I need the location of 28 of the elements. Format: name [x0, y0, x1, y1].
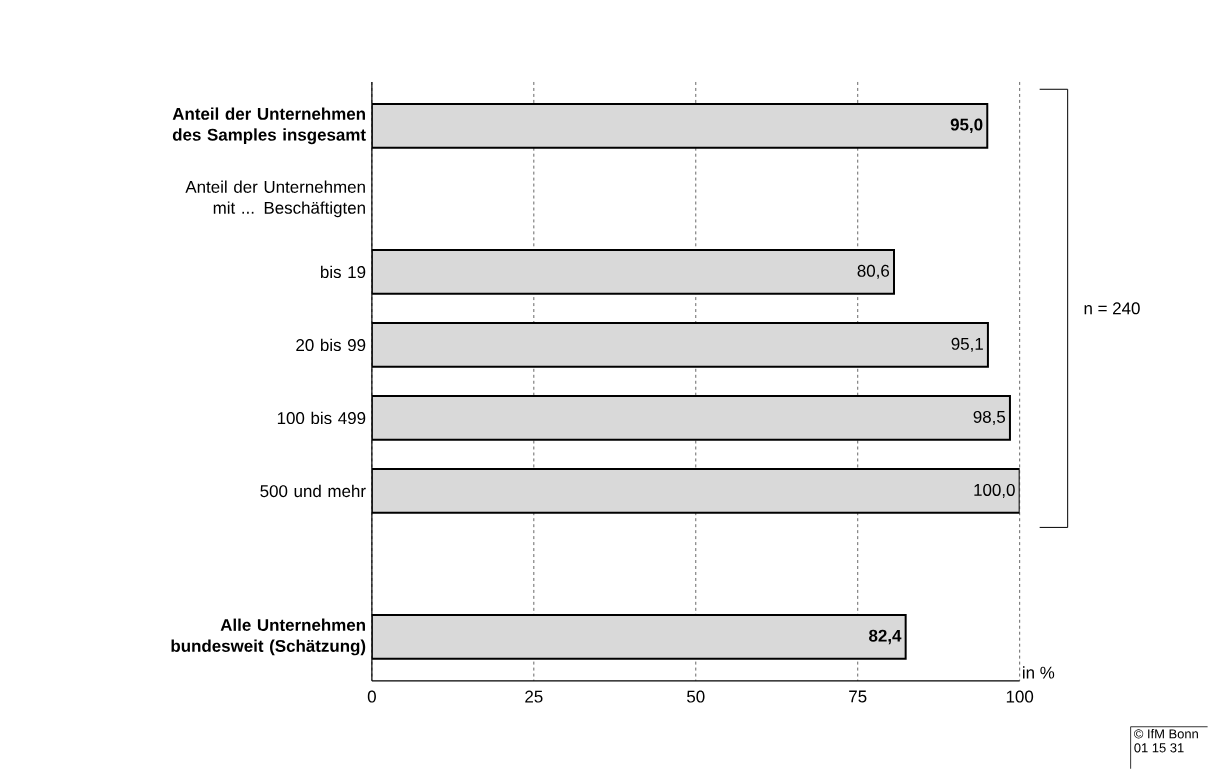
bar — [371, 467, 1020, 514]
x-axis-title: in % — [1023, 666, 1055, 679]
y-tick-label: 100 bis 499 — [277, 411, 366, 425]
data-label: 100,0 — [974, 483, 1015, 498]
text: 01 15 31 — [1134, 743, 1184, 753]
text: n = 240 — [1084, 302, 1140, 315]
x-tick-label: 75 — [849, 690, 867, 703]
data-label: 82,4 — [869, 629, 902, 645]
y-tick-label: Anteil der Unternehmen des Samples insgesamt — [172, 107, 366, 145]
x-tick-label: 100 — [1006, 690, 1034, 703]
bar — [371, 613, 907, 660]
data-label: 80,6 — [857, 264, 890, 279]
x-tick-label: 0 — [367, 690, 376, 703]
data-label: 95,0 — [950, 118, 983, 133]
data-label: 95,1 — [951, 337, 983, 352]
bar — [371, 394, 1011, 441]
bar — [371, 102, 989, 149]
x-tick-label: 50 — [687, 690, 705, 703]
y-tick-label: 20 bis 99 — [296, 338, 366, 352]
x-tick-label: 25 — [525, 690, 543, 703]
y-tick-label: 500 und mehr — [260, 484, 366, 498]
data-label: 98,5 — [973, 410, 1006, 425]
bar — [371, 248, 895, 295]
bar — [371, 321, 989, 368]
text: © IfM Bonn — [1134, 728, 1198, 739]
y-tick-label: Alle Unternehmen bundesweit (Schätzung) — [171, 618, 366, 656]
y-tick-label: bis 19 — [321, 265, 366, 278]
y-tick-label: Anteil der Unternehmen mit ... Beschäftigten — [185, 180, 365, 218]
